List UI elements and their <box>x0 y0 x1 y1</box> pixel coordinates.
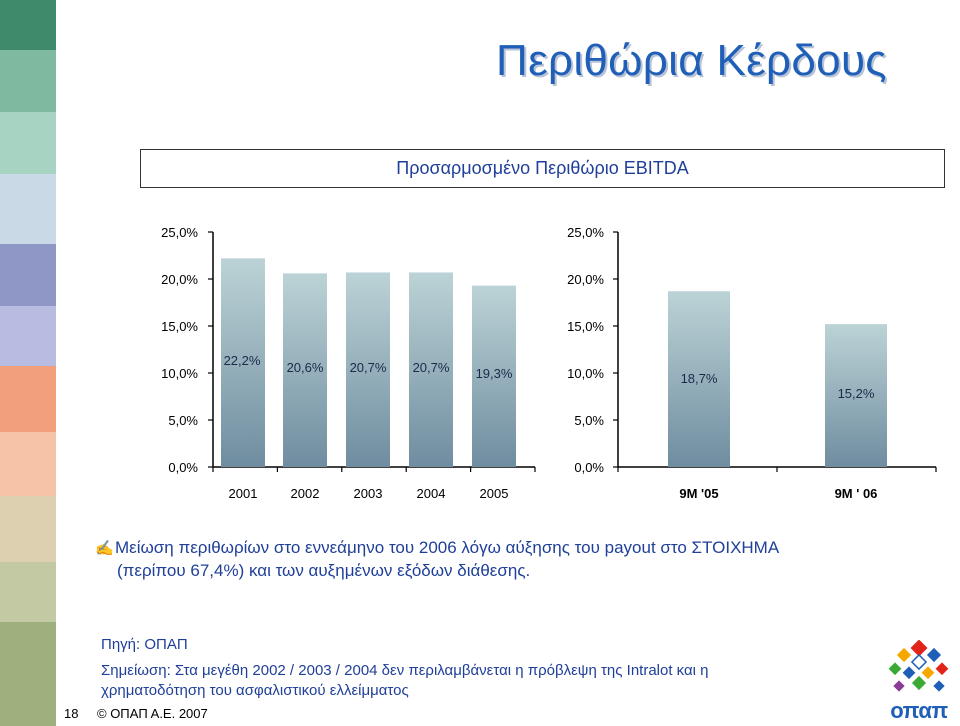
data-label: 22,2% <box>224 353 261 368</box>
slide-title: Περιθώρια Κέρδους <box>496 36 887 85</box>
y-tick-label: 15,0% <box>567 319 604 334</box>
bar <box>825 324 887 467</box>
nine-month-margin-chart: 0,0% 5,0% 10,0% 15,0% 20,0% 25,0% 18,7% 9M '05 1… <box>567 225 937 501</box>
y-tick-label: 10,0% <box>161 366 198 381</box>
data-label: 18,7% <box>681 371 718 386</box>
y-tick-label: 5,0% <box>574 413 604 428</box>
data-label: 15,2% <box>838 386 875 401</box>
writing-hand-icon: ✍ <box>95 540 114 557</box>
y-tick-label: 10,0% <box>567 366 604 381</box>
bar <box>346 272 390 467</box>
y-tick-label: 20,0% <box>161 272 198 287</box>
x-tick-label: 2005 <box>480 486 509 501</box>
y-tick-label: 20,0% <box>567 272 604 287</box>
data-label: 20,6% <box>287 360 324 375</box>
page-number: 18 <box>64 706 79 721</box>
opap-logo: οπαπ <box>885 639 953 724</box>
bar <box>283 273 327 467</box>
bar <box>221 258 265 467</box>
y-tick-label: 25,0% <box>567 225 604 240</box>
x-tick-label: 2001 <box>229 486 258 501</box>
copyright: © ΟΠΑΠ Α.Ε. 2007 <box>97 706 208 721</box>
x-tick-label: 2004 <box>417 486 446 501</box>
bullet-point: ✍Μείωση περιθωρίων στο εννεάμηνο του 200… <box>95 537 915 582</box>
annual-margin-chart: 0,0% 5,0% 10,0% 15,0% 20,0% 25,0% 22,2% 2001 20,… <box>161 225 536 501</box>
chart-title: Προσαρμοσμένο Περιθώριο EBITDA <box>396 158 689 178</box>
bar <box>472 285 516 467</box>
bar <box>668 291 730 467</box>
chart-title-box: Προσαρμοσμένο Περιθώριο EBITDA <box>140 149 945 188</box>
data-label: 20,7% <box>413 360 450 375</box>
footnote: Σημείωση: Στα μεγέθη 2002 / 2003 / 2004 … <box>101 662 709 699</box>
y-tick-label: 15,0% <box>161 319 198 334</box>
x-tick-label: 9M '05 <box>679 486 718 501</box>
bullet-text-line1: Μείωση περιθωρίων στο εννεάμηνο του 2006… <box>115 538 780 557</box>
y-tick-label: 5,0% <box>168 413 198 428</box>
data-label: 20,7% <box>350 360 387 375</box>
x-tick-label: 9M ' 06 <box>835 486 878 501</box>
decorative-color-strip <box>0 0 56 726</box>
y-tick-label: 25,0% <box>161 225 198 240</box>
bar <box>409 272 453 467</box>
logo-dots-icon <box>888 639 949 692</box>
data-label: 19,3% <box>476 366 513 381</box>
y-tick-label: 0,0% <box>574 460 604 475</box>
source-note: Πηγή: ΟΠΑΠ <box>101 636 188 653</box>
bullet-text-line2: (περίπου 67,4%) και των αυξημένων εξόδων… <box>117 561 531 580</box>
y-tick-label: 0,0% <box>168 460 198 475</box>
logo-text: οπαπ <box>890 698 948 723</box>
x-tick-label: 2003 <box>354 486 383 501</box>
x-tick-label: 2002 <box>291 486 320 501</box>
